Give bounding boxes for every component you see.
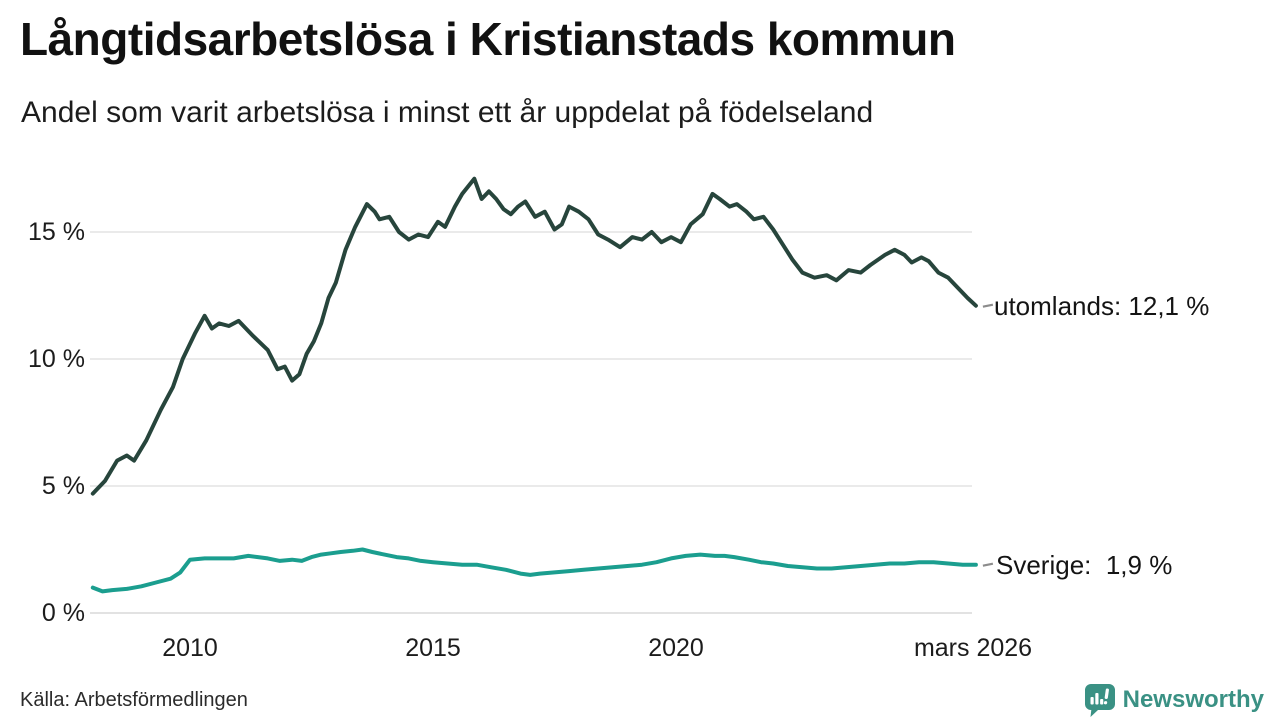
x-tick-mars-2026: mars 2026 (913, 634, 1033, 662)
source-attribution: Källa: Arbetsförmedlingen (20, 689, 248, 711)
page-title: Långtidsarbetslösa i Kristianstads kommu… (20, 13, 956, 65)
newsworthy-logo-icon (1084, 684, 1115, 717)
x-tick-2020: 2020 (648, 634, 704, 662)
x-tick-2010: 2010 (162, 634, 218, 662)
chart-subtitle: Andel som varit arbetslösa i minst ett å… (21, 96, 874, 129)
y-tick-10: 10 % (28, 345, 85, 373)
series-label-utomlands: utomlands: 12,1 % (994, 291, 1210, 321)
gridlines (90, 231, 972, 614)
x-tick-2015: 2015 (405, 634, 461, 662)
y-tick-0: 0 % (41, 599, 85, 627)
chart-series-lines (90, 176, 978, 594)
y-tick-15: 15 % (28, 218, 85, 246)
newsworthy-brand: Newsworthy (1083, 683, 1264, 717)
series-label-sverige: Sverige: 1,9 % (996, 550, 1173, 580)
label-leader-dashes (982, 303, 994, 567)
y-tick-5: 5 % (41, 472, 85, 500)
newsworthy-brand-text: Newsworthy (1122, 686, 1264, 713)
